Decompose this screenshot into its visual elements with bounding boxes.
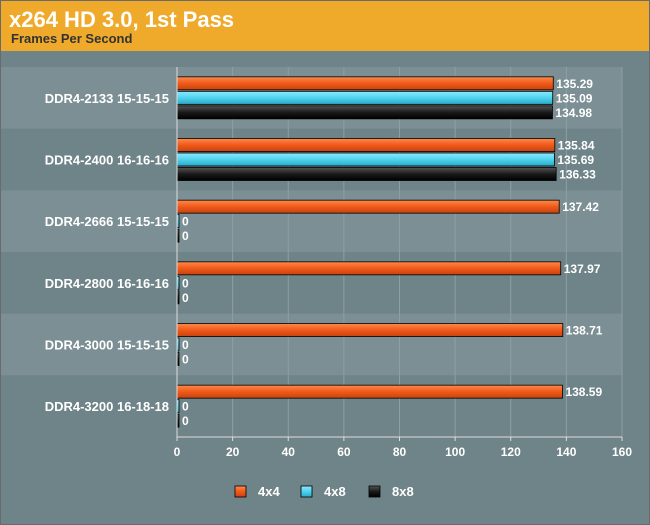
value-label: 0 bbox=[182, 276, 189, 290]
value-label: 135.29 bbox=[556, 77, 593, 91]
x-tick-label: 120 bbox=[501, 445, 521, 459]
x-tick-label: 160 bbox=[612, 445, 632, 459]
x-tick-label: 100 bbox=[445, 445, 465, 459]
bar-4x4 bbox=[176, 76, 554, 91]
value-label: 136.33 bbox=[559, 168, 596, 182]
x-tick-label: 60 bbox=[337, 445, 351, 459]
value-label: 138.59 bbox=[565, 385, 602, 399]
chart-subtitle: Frames Per Second bbox=[11, 31, 133, 46]
value-label: 135.09 bbox=[556, 91, 593, 105]
category-label: DDR4-3200 16-18-18 bbox=[45, 399, 169, 414]
bar-8x8 bbox=[176, 167, 557, 181]
bar-4x4 bbox=[176, 138, 556, 152]
chart-header: x264 HD 3.0, 1st Pass Frames Per Second bbox=[1, 1, 649, 51]
category-label: DDR4-2400 16-16-16 bbox=[45, 153, 169, 168]
bar-4x8 bbox=[176, 152, 555, 167]
category-label: DDR4-2800 16-16-16 bbox=[45, 276, 169, 291]
value-label: 0 bbox=[182, 353, 189, 367]
x-tick-label: 80 bbox=[393, 445, 407, 459]
category-label: DDR4-3000 15-15-15 bbox=[45, 338, 169, 353]
value-label: 0 bbox=[182, 229, 189, 243]
x-tick-label: 0 bbox=[174, 445, 181, 459]
bar-4x4 bbox=[176, 199, 560, 214]
legend-swatch-4x8 bbox=[300, 485, 313, 498]
bar-4x4 bbox=[176, 261, 562, 276]
legend-label: 8x8 bbox=[392, 484, 414, 499]
bar-4x4 bbox=[176, 384, 563, 399]
value-label: 0 bbox=[182, 215, 189, 229]
value-label: 137.42 bbox=[562, 200, 599, 214]
chart-title: x264 HD 3.0, 1st Pass bbox=[9, 7, 235, 32]
bar-8x8 bbox=[176, 105, 553, 120]
value-label: 0 bbox=[182, 338, 189, 352]
x-tick-label: 40 bbox=[282, 445, 296, 459]
x-tick-label: 20 bbox=[226, 445, 240, 459]
legend-swatch-8x8 bbox=[368, 485, 381, 498]
x-tick-label: 140 bbox=[556, 445, 576, 459]
value-label: 135.69 bbox=[557, 153, 594, 167]
legend-label: 4x8 bbox=[324, 484, 346, 499]
value-label: 138.71 bbox=[566, 324, 603, 338]
value-label: 0 bbox=[182, 400, 189, 414]
value-label: 137.97 bbox=[564, 262, 601, 276]
legend-label: 4x4 bbox=[258, 484, 280, 499]
bar-4x4 bbox=[176, 323, 564, 337]
value-label: 0 bbox=[182, 414, 189, 428]
legend-swatch-4x4 bbox=[234, 485, 247, 498]
category-label: DDR4-2133 15-15-15 bbox=[45, 91, 169, 106]
value-label: 135.84 bbox=[558, 139, 595, 153]
bar-4x8 bbox=[176, 90, 554, 105]
category-label: DDR4-2666 15-15-15 bbox=[45, 214, 169, 229]
value-label: 134.98 bbox=[555, 106, 592, 120]
value-label: 0 bbox=[182, 291, 189, 305]
